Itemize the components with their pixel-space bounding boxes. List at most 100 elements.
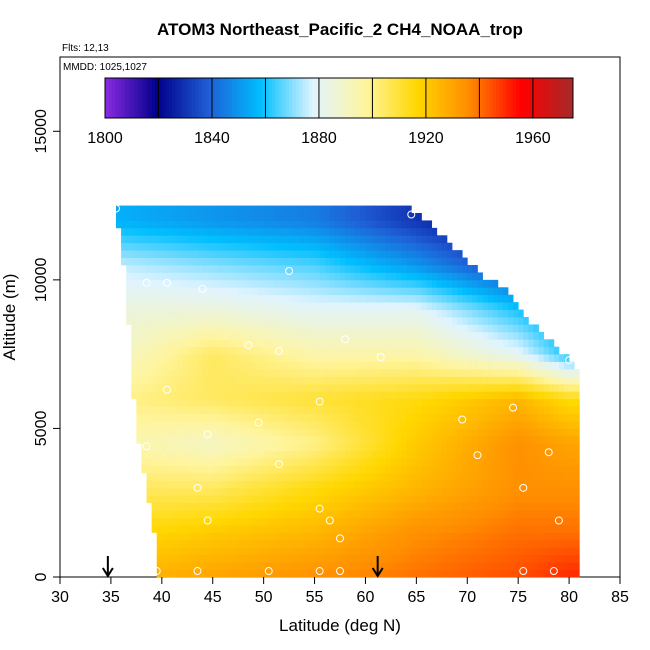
heatmap-cell (345, 354, 351, 362)
heatmap-cell (472, 450, 478, 459)
heatmap-cell (182, 562, 188, 570)
heatmap-cell (309, 443, 315, 452)
heatmap-cell (380, 242, 387, 251)
heatmap-cell (233, 450, 239, 459)
heatmap-cell (350, 354, 356, 362)
heatmap-cell (452, 480, 458, 489)
heatmap-cell (462, 480, 468, 489)
heatmap-cell (452, 495, 458, 504)
heatmap-cell (401, 502, 407, 511)
heatmap-cell (472, 294, 478, 303)
heatmap-cell (472, 435, 478, 444)
heatmap-cell (548, 391, 555, 400)
heatmap-cell (187, 309, 193, 318)
heatmap-cell (421, 369, 427, 377)
heatmap-cell (222, 227, 229, 236)
heatmap-cell (487, 510, 494, 518)
heatmap-cell (172, 450, 178, 459)
heatmap-cell (304, 317, 310, 325)
heatmap-cell (375, 339, 382, 348)
heatmap-cell (365, 294, 371, 303)
heatmap-cell (309, 287, 315, 296)
heatmap-cell (161, 480, 168, 489)
x-tick-label: 45 (204, 589, 222, 606)
heatmap-cell (299, 435, 305, 444)
heatmap-cell (396, 480, 402, 489)
heatmap-cell (406, 547, 412, 556)
heatmap-cell (370, 398, 377, 407)
heatmap-cell (222, 413, 229, 422)
heatmap-cell (406, 346, 412, 355)
heatmap-cell (309, 213, 315, 221)
heatmap-cell (462, 562, 468, 570)
heatmap-cell (396, 554, 402, 563)
colorbar-segment (305, 78, 310, 118)
heatmap-cell (533, 458, 539, 466)
colorbar-segment (158, 78, 163, 118)
heatmap-cell (411, 517, 417, 526)
heatmap-cell (426, 554, 433, 563)
heatmap-cell (380, 554, 387, 563)
heatmap-cell (268, 346, 275, 355)
heatmap-cell (228, 465, 234, 474)
heatmap-cell (299, 294, 305, 303)
heatmap-cell (278, 279, 285, 288)
colorbar-segment (185, 78, 190, 118)
heatmap-cell (248, 354, 254, 362)
heatmap-cell (360, 324, 366, 333)
heatmap-cell (217, 309, 224, 318)
heatmap-cell (558, 473, 565, 481)
heatmap-cell (197, 510, 203, 518)
heatmap-cell (431, 517, 438, 526)
heatmap-cell (136, 391, 142, 400)
heatmap-cell (182, 391, 188, 400)
heatmap-cell (452, 517, 458, 526)
heatmap-cell (248, 406, 254, 414)
heatmap-cell (299, 569, 305, 578)
heatmap-cell (329, 361, 336, 370)
heatmap-cell (416, 265, 422, 273)
heatmap-cell (166, 554, 173, 563)
heatmap-cell (156, 502, 163, 511)
heatmap-cell (284, 554, 290, 563)
heatmap-cell (284, 383, 290, 392)
heatmap-cell (492, 309, 499, 318)
heatmap-cell (289, 421, 295, 429)
heatmap-cell (334, 443, 341, 452)
heatmap-cell (233, 480, 239, 489)
heatmap-cell (421, 346, 427, 355)
down-arrow-icon (102, 556, 114, 578)
colorbar-segment (105, 78, 109, 118)
heatmap-cell (380, 443, 387, 452)
heatmap-cell (172, 532, 178, 541)
heatmap-cell (441, 510, 448, 518)
heatmap-cell (197, 502, 203, 511)
heatmap-cell (278, 487, 285, 496)
heatmap-cell (457, 525, 463, 533)
heatmap-cell (477, 562, 483, 570)
heatmap-cell (360, 331, 366, 340)
heatmap-cell (380, 413, 387, 422)
heatmap-cell (141, 235, 147, 244)
arrows (102, 556, 384, 578)
heatmap-cell (436, 272, 443, 281)
heatmap-cell (457, 443, 463, 452)
heatmap-cell (304, 220, 310, 229)
heatmap-cell (263, 510, 270, 518)
heatmap-cell (177, 473, 183, 481)
heatmap-cell (294, 428, 300, 437)
heatmap-cell (273, 383, 280, 392)
heatmap-cell (319, 376, 326, 385)
heatmap-cell (141, 279, 147, 288)
heatmap-cell (385, 272, 392, 281)
heatmap-cell (477, 339, 483, 348)
heatmap-cell (543, 391, 550, 400)
heatmap-cell (513, 369, 519, 377)
heatmap-cell (146, 354, 153, 362)
heatmap-cell (197, 279, 203, 288)
heatmap-cell (421, 473, 427, 481)
heatmap-cell (345, 487, 351, 496)
heatmap-cell (436, 250, 443, 258)
heatmap-cell (212, 480, 219, 489)
heatmap-cell (421, 495, 427, 504)
